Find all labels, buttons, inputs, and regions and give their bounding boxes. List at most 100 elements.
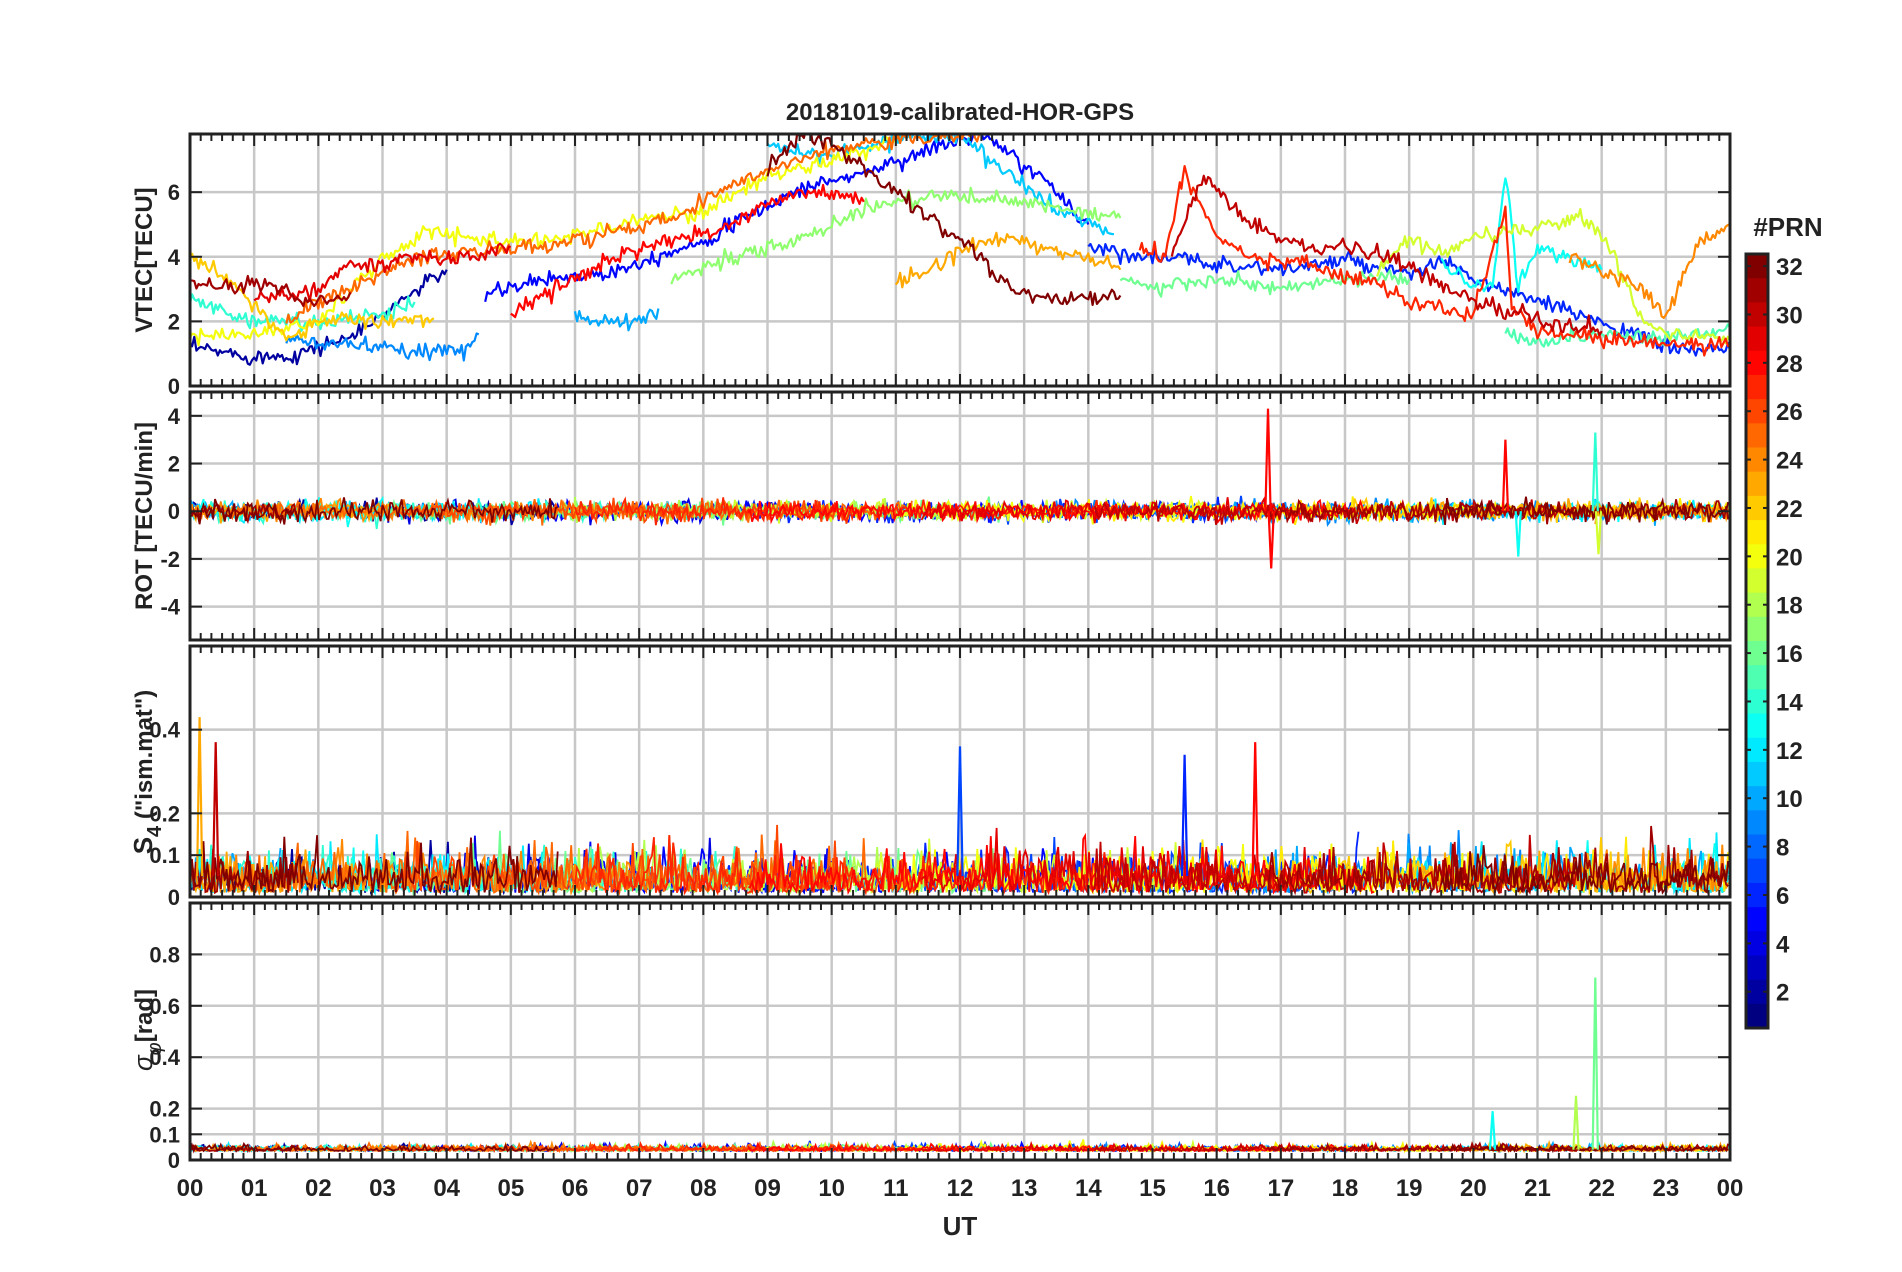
s4-series-prn-24 xyxy=(1594,844,1729,893)
tick-marks xyxy=(189,646,1731,898)
colorbar-cell xyxy=(1746,834,1768,860)
sigma-phi-lines xyxy=(190,977,1729,1154)
vtec-series-prn-27 xyxy=(1138,165,1730,357)
sigma-label-rest: [rad] xyxy=(131,989,158,1042)
x-tick-label: 01 xyxy=(241,1175,268,1202)
s4-series-spike xyxy=(212,742,220,877)
colorbar-tick-label: 28 xyxy=(1776,351,1803,378)
colorbar-label: #PRN xyxy=(1753,212,1822,242)
colorbar-cell xyxy=(1746,326,1768,352)
vtec-series-prn-13 xyxy=(1440,177,1603,293)
vtec-series-prn-25 xyxy=(285,134,981,324)
colorbar-cell xyxy=(1746,713,1768,739)
figure-title: 20181019-calibrated-HOR-GPS xyxy=(786,99,1134,126)
rot-series-spike xyxy=(1591,432,1599,512)
x-tick-label: 00 xyxy=(1717,1175,1744,1202)
rot-series-spike xyxy=(1267,511,1275,569)
colorbar-cell xyxy=(1746,1003,1768,1029)
s4-label-main: S xyxy=(128,837,158,854)
tick-marks xyxy=(189,903,1731,1161)
x-tick-label: 06 xyxy=(562,1175,589,1202)
y-tick-label: 0 xyxy=(168,499,180,524)
vtec-series-prn-32 xyxy=(766,134,1122,306)
vtec-series-prn-19 xyxy=(1376,207,1730,345)
y-tick-label: 0.1 xyxy=(149,843,180,868)
colorbar-cell xyxy=(1746,907,1768,932)
colorbar-cell xyxy=(1746,665,1768,690)
rot-series-spike xyxy=(1514,511,1522,557)
s4-series-spike xyxy=(1251,742,1259,877)
colorbar-cell xyxy=(1746,447,1768,473)
colorbar-cell xyxy=(1746,278,1768,303)
x-tick-label: 15 xyxy=(1139,1175,1166,1202)
colorbar-tick-label: 22 xyxy=(1776,496,1803,523)
s4-label-rest: ("ism.mat") xyxy=(131,690,158,826)
y-tick-label: -2 xyxy=(160,547,180,572)
colorbar-cell xyxy=(1746,254,1768,279)
x-tick-label: 22 xyxy=(1588,1175,1615,1202)
grid xyxy=(190,646,1730,897)
y-tick-label: 0.2 xyxy=(149,1097,180,1122)
y-tick-label: 0.1 xyxy=(149,1122,180,1147)
y-tick-labels: -4 -2 0 2 4 xyxy=(160,404,180,620)
x-tick-label: 16 xyxy=(1203,1175,1230,1202)
colorbar-cell xyxy=(1746,737,1768,763)
tick-marks xyxy=(189,392,1731,640)
vtec-series-prn-28 xyxy=(510,183,865,319)
rot-series-prn-32 xyxy=(1440,496,1729,526)
x-tick-label: 11 xyxy=(883,1175,908,1202)
colorbar-tick-label: 32 xyxy=(1776,254,1803,281)
s4-series-spike xyxy=(1180,754,1189,877)
x-tick-label: 14 xyxy=(1075,1175,1102,1202)
s4-label-sub: 4 xyxy=(144,825,166,837)
colorbar-cell xyxy=(1746,616,1768,642)
y-tick-label: 0 xyxy=(168,885,180,910)
colorbar-tick-label: 20 xyxy=(1776,544,1803,571)
colorbar-cell xyxy=(1746,979,1768,1005)
tick-marks xyxy=(189,134,1731,387)
x-tick-label: 02 xyxy=(305,1175,332,1202)
colorbar-tick-label: 18 xyxy=(1776,593,1803,620)
panel-s4: 0 0.1 0.2 0.4 S4 ("ism.mat") xyxy=(128,644,1732,910)
x-tick-label: 00 xyxy=(177,1175,204,1202)
x-tick-label: 04 xyxy=(433,1175,460,1202)
y-tick-label: 6 xyxy=(168,180,180,205)
y-tick-labels: 00.10.2 0.4 0.6 0.8 xyxy=(149,942,180,1173)
rot-series-prn-32 xyxy=(190,497,559,525)
y-tick-label: 0 xyxy=(168,1148,180,1173)
colorbar-cell xyxy=(1746,495,1768,521)
colorbar-cell xyxy=(1746,689,1768,715)
y-tick-label: 0 xyxy=(168,374,180,399)
vtec-series-prn-14 xyxy=(190,293,416,333)
x-tick-label: 08 xyxy=(690,1175,717,1202)
vtec-series-prn-23 xyxy=(894,231,1122,289)
x-tick-label: 03 xyxy=(369,1175,396,1202)
s4-series-prn-32 xyxy=(190,835,559,895)
colorbar-cell xyxy=(1746,471,1768,497)
y-tick-labels: 0 0.1 0.2 0.4 xyxy=(149,718,180,910)
x-tick-label: 21 xyxy=(1524,1175,1551,1202)
colorbar-cell xyxy=(1746,761,1768,787)
colorbar-cell xyxy=(1746,302,1768,328)
colorbar-cell xyxy=(1746,350,1768,376)
colorbar-tick-label: 10 xyxy=(1776,786,1803,813)
x-tick-label: 18 xyxy=(1332,1175,1359,1202)
colorbar-tick-label: 24 xyxy=(1776,448,1803,475)
sigma-series-prn-32 xyxy=(190,1142,559,1154)
colorbar-tick-label: 8 xyxy=(1776,835,1789,862)
sigma-series-spike xyxy=(1572,1095,1580,1150)
y-tick-labels: 0 2 4 6 xyxy=(168,180,181,399)
x-tick-label: 13 xyxy=(1011,1175,1038,1202)
sigma-series-prn-29 xyxy=(920,1140,1315,1154)
colorbar-cell xyxy=(1746,520,1768,545)
colorbar-tick-label: 6 xyxy=(1776,883,1789,910)
s4-series-spike xyxy=(196,717,204,877)
rot-lines xyxy=(190,408,1729,569)
panel-rot: -4 -2 0 2 4 ROT [TECU/min] xyxy=(131,390,1732,642)
colorbar-tick-label: 30 xyxy=(1776,302,1803,329)
colorbar-cell xyxy=(1746,810,1768,836)
colorbar-cell xyxy=(1746,931,1768,957)
x-tick-label: 23 xyxy=(1652,1175,1679,1202)
colorbar-tick-label: 2 xyxy=(1776,980,1789,1007)
